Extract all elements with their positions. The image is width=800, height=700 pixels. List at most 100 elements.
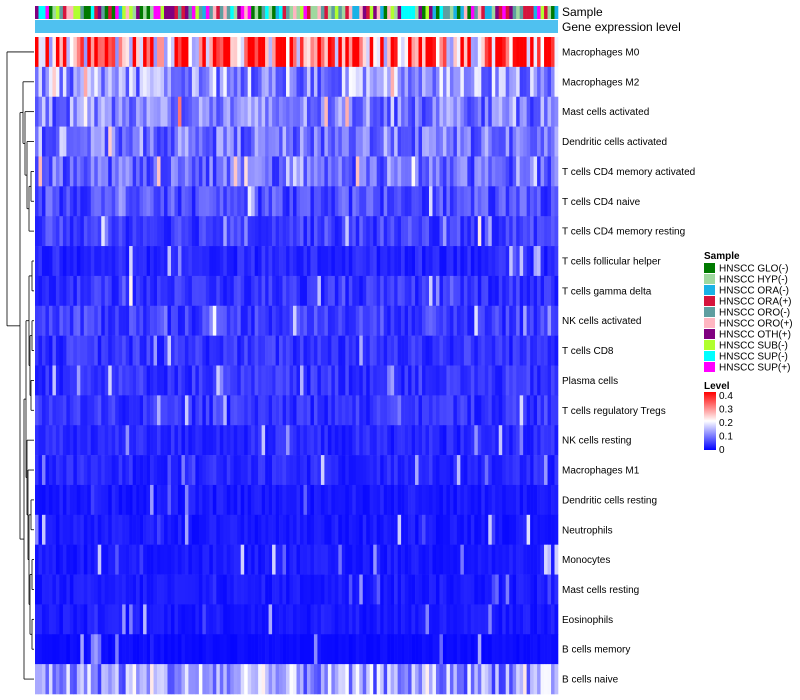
heatmap-cell — [296, 126, 301, 157]
heatmap-cell — [59, 216, 64, 247]
heatmap-cell — [313, 425, 318, 456]
heatmap-cell — [547, 246, 552, 277]
heatmap-cell — [401, 484, 405, 516]
heatmap-cell — [376, 634, 381, 665]
heatmap-cell — [188, 305, 193, 336]
heatmap-cell — [345, 395, 350, 426]
heatmap-cell — [226, 216, 231, 247]
heatmap-cell — [512, 365, 517, 396]
heatmap-cell — [313, 305, 318, 336]
heatmap-cell — [428, 335, 433, 366]
heatmap-cell — [272, 604, 276, 635]
heatmap-cell — [355, 484, 360, 516]
sample-bar-cell — [160, 6, 165, 19]
heatmap-cell — [38, 365, 43, 396]
heatmap-cell — [338, 604, 343, 635]
heatmap-cell — [449, 335, 454, 366]
heatmap-cell — [373, 664, 377, 695]
sample-bar-cell — [293, 6, 297, 19]
heatmap-cell — [76, 574, 81, 605]
sample-bar-cell — [118, 6, 123, 19]
heatmap-cell — [488, 37, 493, 68]
colorbar-tick-label: 0.3 — [719, 405, 733, 416]
heatmap-cell — [411, 246, 416, 277]
sample-bar-cell — [167, 6, 172, 19]
heatmap-cell — [122, 96, 126, 127]
heatmap-cell — [223, 664, 228, 695]
heatmap-cell — [87, 156, 92, 187]
heatmap-cell — [205, 604, 210, 635]
heatmap-cell — [338, 37, 343, 68]
heatmap-cell — [383, 246, 388, 277]
heatmap-cell — [425, 96, 430, 127]
heatmap-cell — [554, 126, 559, 157]
heatmap-cell — [523, 455, 527, 486]
heatmap-cell — [498, 96, 503, 127]
heatmap-cell — [286, 544, 290, 575]
heatmap-cell — [422, 186, 426, 217]
heatmap-cell — [195, 275, 200, 307]
heatmap-cell — [268, 216, 273, 247]
heatmap-cell — [101, 544, 106, 575]
heatmap-cell — [418, 425, 423, 456]
heatmap-cell — [205, 186, 210, 217]
heatmap-cell — [408, 246, 412, 277]
heatmap-cell — [289, 514, 294, 545]
heatmap-cell — [55, 216, 60, 247]
heatmap-cell — [198, 425, 203, 456]
heatmap-cell — [83, 335, 88, 366]
heatmap-cell — [198, 246, 203, 277]
heatmap-cell — [293, 664, 297, 695]
legend-swatch — [704, 318, 715, 328]
heatmap-cell — [495, 664, 500, 695]
heatmap-cell — [334, 395, 339, 426]
heatmap-cell — [310, 186, 315, 217]
heatmap-cell — [132, 455, 137, 486]
heatmap-cell — [181, 604, 186, 635]
heatmap-cell — [258, 305, 262, 336]
heatmap-cell — [247, 634, 252, 665]
heatmap-cell — [313, 604, 318, 635]
heatmap-cell — [48, 216, 53, 247]
heatmap-cell — [460, 604, 465, 635]
heatmap-cell — [422, 37, 426, 68]
heatmap-cell — [334, 96, 339, 127]
heatmap-cell — [101, 335, 106, 366]
heatmap-cell — [467, 574, 472, 605]
heatmap-cell — [118, 66, 123, 98]
row-label: T cells regulatory Tregs — [562, 406, 666, 417]
heatmap-cell — [334, 216, 339, 247]
heatmap-cell — [209, 246, 214, 277]
heatmap-cell — [115, 634, 119, 665]
heatmap-cell — [132, 634, 137, 665]
heatmap-cell — [310, 484, 315, 516]
heatmap-cell — [167, 126, 172, 157]
heatmap-cell — [394, 514, 398, 545]
heatmap-cell — [512, 514, 517, 545]
heatmap-cell — [509, 514, 513, 545]
heatmap-cell — [477, 514, 482, 545]
heatmap-cell — [439, 156, 444, 187]
heatmap-cell — [146, 395, 151, 426]
heatmap-cell — [345, 126, 350, 157]
heatmap-cell — [226, 604, 231, 635]
heatmap-cell — [247, 126, 252, 157]
heatmap-cell — [435, 66, 440, 98]
heatmap-cell — [359, 305, 364, 336]
heatmap-cell — [108, 634, 113, 665]
heatmap-cell — [474, 604, 479, 635]
heatmap-cell — [41, 395, 46, 426]
heatmap-cell — [90, 425, 95, 456]
heatmap-cell — [146, 305, 151, 336]
heatmap-cell — [554, 96, 559, 127]
heatmap-cell — [83, 634, 88, 665]
heatmap-cell — [293, 66, 297, 98]
heatmap-cell — [411, 425, 416, 456]
heatmap-cell — [491, 455, 496, 486]
heatmap-cell — [45, 455, 50, 486]
heatmap-cell — [226, 246, 231, 277]
heatmap-cell — [111, 216, 116, 247]
heatmap-cell — [73, 634, 78, 665]
heatmap-cell — [132, 66, 137, 98]
heatmap-cell — [362, 216, 367, 247]
